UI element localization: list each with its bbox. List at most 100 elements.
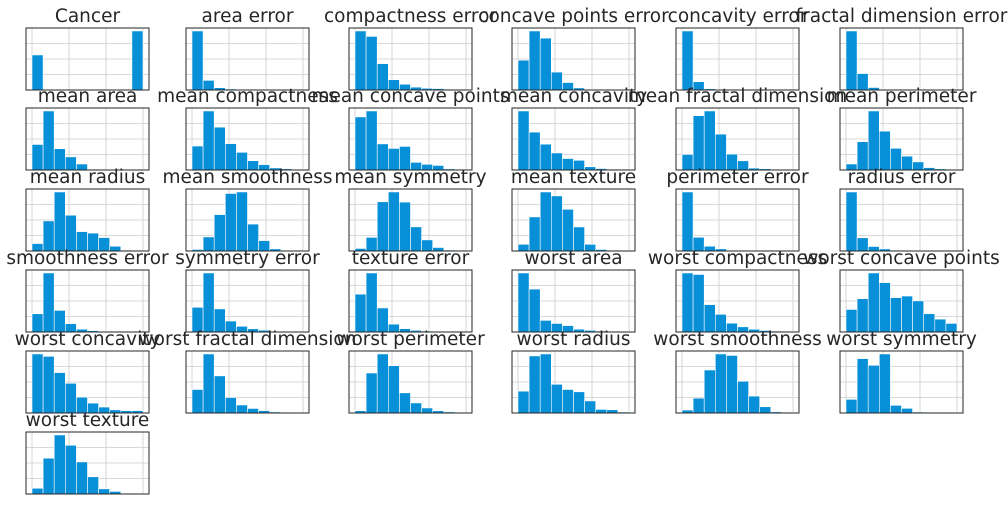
plot-frame xyxy=(839,269,964,333)
histogram-bar xyxy=(901,295,913,333)
plot-frame xyxy=(511,350,636,414)
histogram-bar xyxy=(845,30,858,91)
histogram-bar xyxy=(399,201,411,252)
panel-title: mean compactness xyxy=(157,86,338,107)
histogram-bar xyxy=(42,272,55,333)
plot-frame xyxy=(675,350,800,414)
histogram-bar xyxy=(726,355,738,414)
panel-title: concavity error xyxy=(668,6,808,27)
histogram-bar xyxy=(856,358,869,414)
histogram-bar xyxy=(878,130,891,171)
panel-title: worst smoothness xyxy=(653,329,822,350)
histogram-bar xyxy=(517,272,530,333)
panel-title: worst perimeter xyxy=(336,329,485,350)
plot-frame xyxy=(185,107,310,171)
panel-title: smoothness error xyxy=(6,248,169,269)
histogram-bar xyxy=(202,353,215,414)
histogram-bar xyxy=(387,191,400,252)
histogram-bar xyxy=(213,375,226,414)
histogram-bar xyxy=(213,214,226,252)
panel-title: mean radius xyxy=(30,167,146,188)
plot-frame xyxy=(839,350,964,414)
panel-title: mean smoothness xyxy=(162,167,332,188)
histogram-bar xyxy=(354,116,367,171)
histogram-panel: mean area xyxy=(25,86,150,171)
histogram-bar xyxy=(354,30,367,91)
histogram-panel: mean perimeter xyxy=(827,86,977,171)
panel-title: area error xyxy=(202,6,294,27)
histogram-bar xyxy=(365,36,378,91)
histogram-bar xyxy=(759,406,772,414)
histogram-panel: worst texture xyxy=(25,410,150,495)
histogram-bar xyxy=(87,476,99,495)
histogram-bar xyxy=(365,272,378,333)
panel-title: worst concavity xyxy=(15,329,161,350)
panel-title: mean texture xyxy=(511,167,636,188)
histogram-bar xyxy=(42,457,55,495)
panel-title: mean symmetry xyxy=(334,167,486,188)
plot-frame xyxy=(348,269,473,333)
histogram-bar xyxy=(912,300,924,333)
histogram-bar xyxy=(236,404,248,414)
histogram-panel: worst symmetry xyxy=(826,329,977,414)
histogram-bar xyxy=(867,110,880,171)
histogram-bar xyxy=(562,389,574,414)
panel-title: worst area xyxy=(524,248,622,269)
histogram-bar xyxy=(202,110,215,171)
histogram-panel: texture error xyxy=(348,248,473,333)
histogram-bar xyxy=(42,110,55,171)
histogram-bar xyxy=(399,392,411,414)
histogram-bar xyxy=(528,288,541,333)
histogram-bar xyxy=(213,126,226,171)
plot-frame xyxy=(185,188,310,252)
histogram-bar xyxy=(703,304,716,333)
plot-frame xyxy=(675,188,800,252)
panel-title: worst symmetry xyxy=(826,329,977,350)
histogram-panel: worst smoothness xyxy=(653,329,822,414)
histogram-bar xyxy=(890,405,902,414)
plot-frame xyxy=(511,188,636,252)
plot-frame xyxy=(675,269,800,333)
plot-frame xyxy=(185,27,310,91)
plot-frame xyxy=(25,107,150,171)
histogram-bar xyxy=(550,195,563,252)
histogram-bar xyxy=(539,191,552,252)
histogram-bar xyxy=(692,397,705,414)
histogram-bar xyxy=(191,389,204,414)
histogram-bar xyxy=(53,434,66,495)
histogram-bar xyxy=(550,383,563,414)
histogram-bar xyxy=(247,223,259,252)
histogram-panel: radius error xyxy=(839,167,964,252)
histogram-bar xyxy=(191,30,204,91)
histogram-panel: smoothness error xyxy=(6,248,169,333)
panel-title: perimeter error xyxy=(666,167,809,188)
histogram-bar xyxy=(387,365,400,414)
plot-frame xyxy=(348,350,473,414)
plot-frame xyxy=(25,269,150,333)
panel-title: mean area xyxy=(38,86,138,107)
histogram-panel: concave points error xyxy=(478,6,669,91)
panel-title: worst fractal dimension xyxy=(139,329,357,350)
histogram-bar xyxy=(856,141,869,171)
panel-title: worst concave points xyxy=(803,248,1000,269)
histogram-panel: mean fractal dimension xyxy=(628,86,847,171)
histogram-panel: perimeter error xyxy=(666,167,809,252)
histogram-bar xyxy=(42,220,55,252)
histogram-bar xyxy=(31,487,44,495)
histogram-bar xyxy=(236,191,248,252)
plot-frame xyxy=(675,27,800,91)
plot-frame xyxy=(25,188,150,252)
plot-frame xyxy=(348,188,473,252)
histogram-panel: worst compactness xyxy=(648,248,827,333)
histogram-panel: symmetry error xyxy=(175,248,320,333)
panel-title: fractal dimension error xyxy=(796,6,1008,27)
histogram-bar xyxy=(65,214,77,252)
histogram-bar xyxy=(681,30,694,91)
plot-frame xyxy=(839,107,964,171)
histogram-bar xyxy=(703,369,716,414)
plot-frame xyxy=(511,27,636,91)
panel-title: radius error xyxy=(848,167,956,188)
histogram-bar xyxy=(421,407,434,414)
histogram-bar xyxy=(748,395,760,414)
